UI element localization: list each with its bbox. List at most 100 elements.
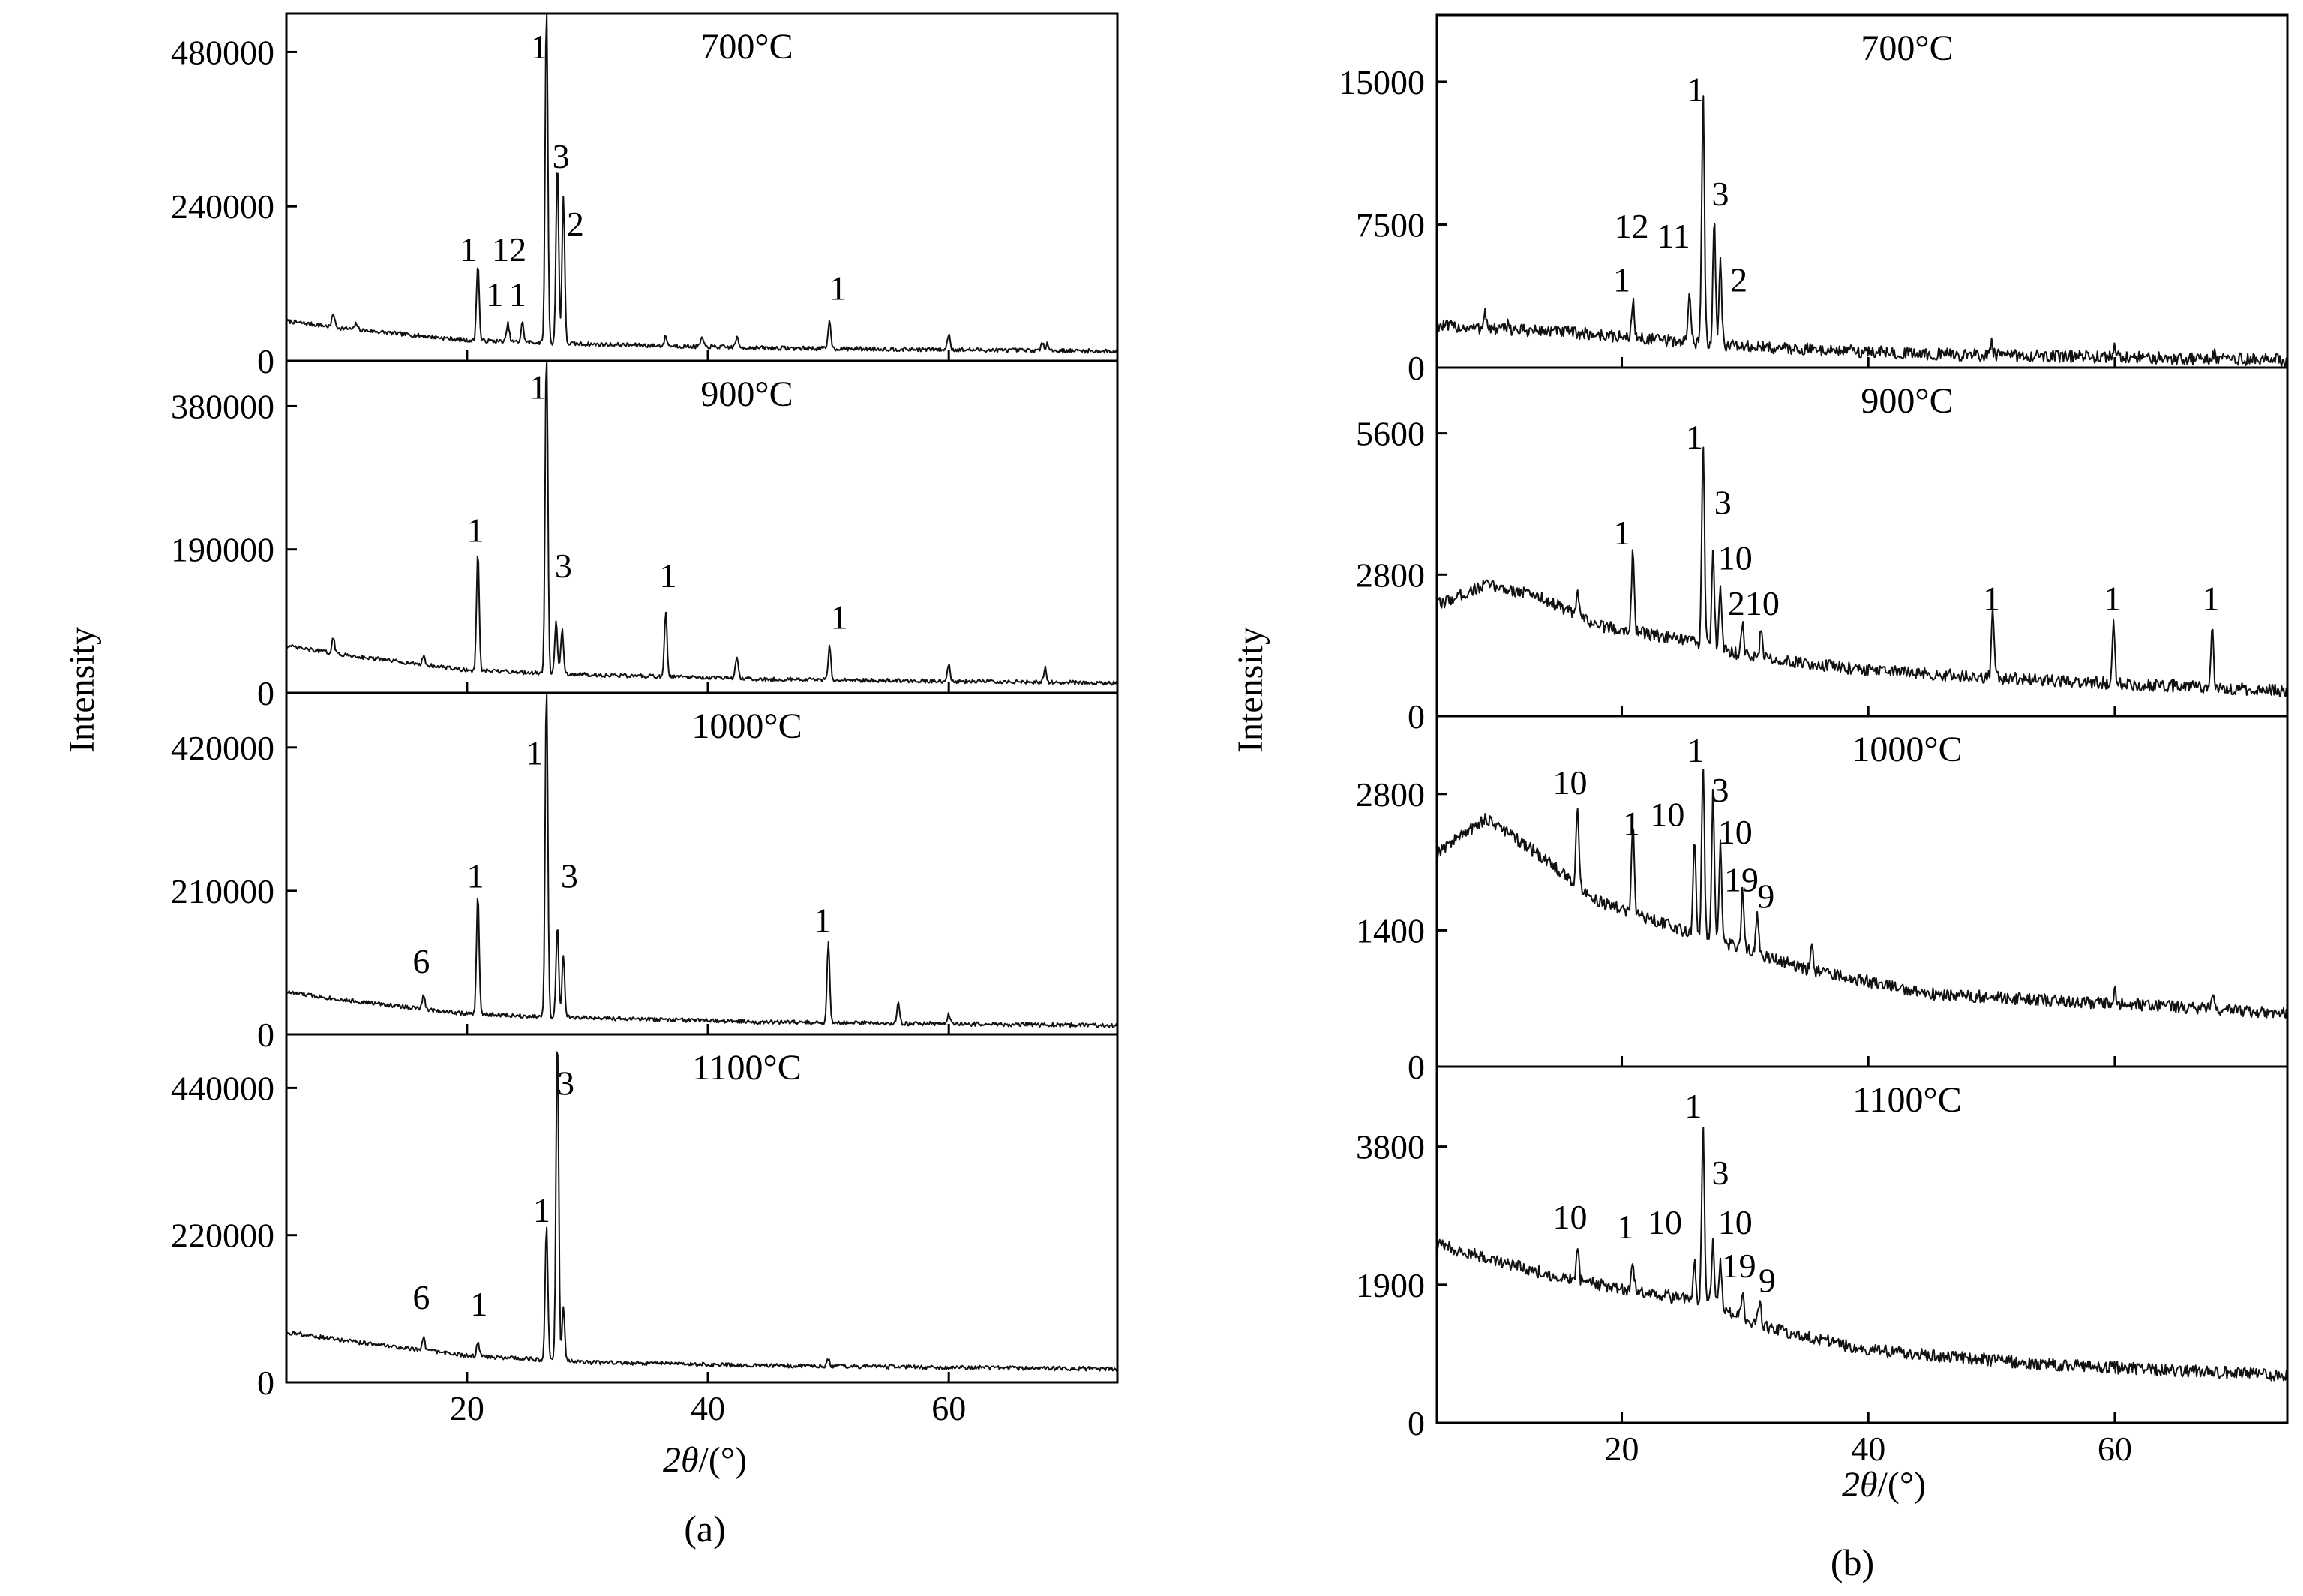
chart-b-panel-1-peak-label: 1 xyxy=(1613,514,1630,552)
chart-a-panel-2-ytick-label: 210000 xyxy=(171,872,274,910)
chart-a-panel-1-ytick-label: 190000 xyxy=(171,531,274,569)
chart-a-panel-1-title: 900°C xyxy=(700,374,793,414)
chart-b-panel-2-peak-label: 1 xyxy=(1687,731,1705,770)
chart-a-panel-2-peak-label: 1 xyxy=(467,856,484,895)
chart-a-caption: (a) xyxy=(684,1508,726,1550)
chart-b-panel-2-ytick-label: 0 xyxy=(1408,1048,1425,1086)
chart-a-panel-1-peak-label: 3 xyxy=(555,547,572,585)
chart-b-panel-1-peak-label: 1 xyxy=(1686,418,1703,456)
chart-a-xtick-label: 60 xyxy=(931,1389,966,1427)
chart-b-panel-0-ytick-label: 7500 xyxy=(1356,206,1425,244)
chart-b-panel-0-peak-label: 12 xyxy=(1615,207,1649,245)
chart-b-panel-1-peak-label: 3 xyxy=(1714,483,1732,521)
chart-a-panel-0-trace xyxy=(286,13,1118,354)
chart-a-panel-2-trace xyxy=(286,692,1118,1028)
chart-a-panel-0-peak-label: 3 xyxy=(553,137,570,176)
chart-a-panel-1: 0 190000 380000 900°C 1 1 3 1 1 xyxy=(171,359,1119,712)
chart-b-panel-3-peak-label: 10 xyxy=(1718,1203,1753,1241)
chart-a-panel-1-ytick-label: 0 xyxy=(257,674,274,712)
chart-a-panel-2-ytick-label: 0 xyxy=(257,1016,274,1054)
chart-b-panel-0-title: 700°C xyxy=(1861,28,1953,68)
chart-a-panel-1-peak-label: 1 xyxy=(660,556,677,595)
chart-b-xtick-label: 20 xyxy=(1605,1430,1639,1468)
chart-a-panel-3: 0 220000 440000 20 40 60 1100°C 3 1 6 1 xyxy=(171,1033,1119,1427)
chart-a-panel-3-trace xyxy=(286,1051,1118,1372)
chart-a-panel-3-peak-label: 3 xyxy=(557,1064,574,1102)
chart-b-panel-3-ytick-label: 0 xyxy=(1408,1404,1425,1442)
chart-b-panel-3-peak-label: 3 xyxy=(1712,1154,1729,1192)
chart-b-panel-0-ytick-label: 0 xyxy=(1408,349,1425,387)
chart-b-panel-1-peak-label: 1 xyxy=(1983,579,2000,617)
chart-a-panel-1-ytick-label: 380000 xyxy=(171,387,274,425)
chart-a-panel-3-ytick-label: 440000 xyxy=(171,1069,274,1107)
chart-b-panel-1-peak-label: 1 xyxy=(2203,579,2220,617)
chart-a-panel-2-peak-label: 1 xyxy=(526,734,543,772)
chart-a-panel-3-ytick-label: 220000 xyxy=(171,1216,274,1255)
chart-b-panel-2-ytick-label: 2800 xyxy=(1356,776,1425,814)
chart-a-ylabel: Intensity xyxy=(62,627,102,753)
chart-a-panel-2-peak-label: 1 xyxy=(814,902,831,940)
chart-b-panel-3-ytick-label: 3800 xyxy=(1356,1128,1425,1166)
chart-b-panel-0-peak-label: 11 xyxy=(1657,217,1690,255)
chart-a-panel-2: 0 210000 420000 1000°C 1 1 3 6 1 xyxy=(171,692,1119,1054)
chart-b-panel-1-peak-label: 1 xyxy=(2104,579,2121,617)
chart-b-panel-3-peak-label: 10 xyxy=(1552,1198,1587,1236)
chart-a-panel-0-peak-label: 2 xyxy=(567,205,584,243)
chart-b-panel-3-peak-label: 1 xyxy=(1617,1208,1634,1246)
chart-b-panel-1-trace xyxy=(1436,446,2288,698)
chart-b-panel-1-peak-label: 210 xyxy=(1728,584,1780,622)
chart-b-panel-3-peak-label: 1 xyxy=(1684,1087,1702,1125)
chart-a-panel-0-ytick-label: 480000 xyxy=(171,33,274,71)
chart-a-panel-0-peak-label: 1 xyxy=(460,230,477,268)
chart-b-panel-1-ytick-label: 2800 xyxy=(1356,556,1425,594)
chart-a-panel-1-peak-label: 1 xyxy=(831,598,848,636)
chart-a-panel-0-peak-label: 1 xyxy=(531,28,548,66)
chart-b-panel-1-peak-label: 10 xyxy=(1718,539,1753,578)
chart-b-panel-2-trace xyxy=(1436,769,2288,1018)
chart-b-panel-0-peak-label: 1 xyxy=(1613,260,1630,298)
chart-b-panel-1-title: 900°C xyxy=(1861,381,1953,421)
chart-a-panel-1-peak-label: 1 xyxy=(529,368,547,406)
chart-b-panel-1-ytick-label: 0 xyxy=(1408,698,1425,736)
chart-a-xlabel: 2θ/(°) xyxy=(663,1440,747,1480)
chart-a-panel-2-title: 1000°C xyxy=(691,706,802,746)
chart-a-panel-0-peak-label: 1 xyxy=(486,275,503,314)
chart-b-panel-3-ytick-label: 1900 xyxy=(1356,1266,1425,1304)
chart-b-panel-2-title: 1000°C xyxy=(1852,730,1962,770)
chart-a-panel-3-peak-label: 1 xyxy=(470,1285,487,1323)
chart-b-panel-2-peak-label: 10 xyxy=(1552,764,1587,802)
chart-a-panel-0-peak-label: 12 xyxy=(492,230,526,268)
chart-b-xlabel: 2θ/(°) xyxy=(1842,1465,1926,1504)
chart-b-panel-2-peak-label: 10 xyxy=(1718,813,1753,851)
chart-a-panel-3-peak-label: 1 xyxy=(533,1191,550,1229)
chart-a-panel-0-ytick-label: 0 xyxy=(257,342,274,380)
chart-a-xtick-label: 20 xyxy=(450,1389,484,1427)
chart-b-panel-3-peak-label: 10 xyxy=(1648,1203,1682,1241)
chart-b-panel-0-peak-label: 3 xyxy=(1712,175,1729,213)
chart-a-panel-2-peak-label: 6 xyxy=(412,942,430,980)
chart-b-panel-2-peak-label: 3 xyxy=(1712,771,1729,809)
chart-a-panel-3-title: 1100°C xyxy=(692,1048,801,1088)
chart-a-panel-1-peak-label: 1 xyxy=(467,512,484,550)
chart-a-xtick-label: 40 xyxy=(691,1389,725,1427)
chart-a-panel-0-title: 700°C xyxy=(700,27,793,67)
chart-a-panel-3-peak-label: 6 xyxy=(412,1278,430,1316)
chart-b-panel-0-ytick-label: 15000 xyxy=(1339,63,1425,101)
chart-b-panel-2-ytick-label: 1400 xyxy=(1356,911,1425,950)
chart-b-panel-2-peak-label: 1 xyxy=(1623,804,1640,842)
chart-b-panel-0-trace xyxy=(1436,95,2288,367)
chart-a-panel-0-ytick-label: 240000 xyxy=(171,188,274,226)
chart-a-panel-0-peak-label: 1 xyxy=(829,269,847,308)
chart-b-panel-1-ytick-label: 5600 xyxy=(1356,415,1425,453)
chart-a-panel-3-frame xyxy=(285,1033,1119,1384)
chart-b-panel-0-peak-label: 1 xyxy=(1687,70,1705,108)
chart-b-panel-3-trace xyxy=(1436,1126,2288,1382)
